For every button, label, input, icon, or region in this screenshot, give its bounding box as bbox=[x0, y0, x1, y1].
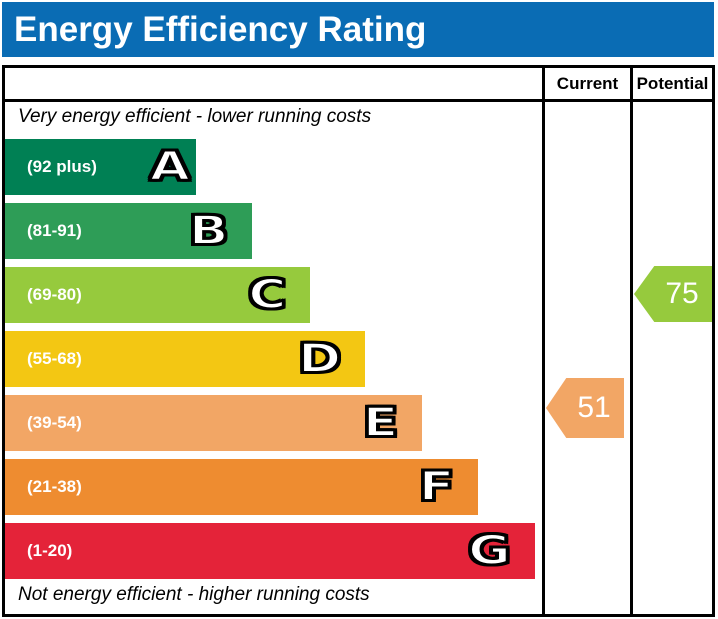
top-note: Very energy efficient - lower running co… bbox=[18, 106, 372, 127]
band-g: (1-20) G bbox=[5, 523, 535, 579]
rating-table: Current Potential Very energy efficient … bbox=[2, 65, 715, 617]
band-b-letter: B bbox=[187, 208, 229, 254]
band-d: (55-68) D bbox=[5, 331, 365, 387]
potential-rating-value: 75 bbox=[665, 277, 699, 310]
band-d-range: (55-68) bbox=[27, 349, 82, 368]
potential-rating-arrow: 75 bbox=[634, 266, 712, 322]
band-d-letter: D bbox=[297, 336, 343, 382]
current-column-divider bbox=[542, 68, 545, 614]
potential-column-divider bbox=[630, 68, 633, 614]
band-a: (92 plus) A bbox=[5, 139, 196, 195]
band-c-letter: C bbox=[247, 272, 288, 318]
band-e-letter: E bbox=[361, 400, 399, 446]
current-rating-arrow: 51 bbox=[546, 378, 624, 438]
band-b-range: (81-91) bbox=[27, 221, 82, 240]
band-f-letter: F bbox=[417, 464, 455, 510]
band-b: (81-91) B bbox=[5, 203, 252, 259]
band-g-letter: G bbox=[467, 528, 512, 574]
band-e: (39-54) E bbox=[5, 395, 422, 451]
band-f: (21-38) F bbox=[5, 459, 478, 515]
title-bar: Energy Efficiency Rating bbox=[2, 2, 714, 57]
band-c: (69-80) C bbox=[5, 267, 310, 323]
bottom-note: Not energy efficient - higher running co… bbox=[18, 584, 370, 605]
band-e-range: (39-54) bbox=[27, 413, 82, 432]
band-f-range: (21-38) bbox=[27, 477, 82, 496]
current-rating-value: 51 bbox=[577, 391, 611, 424]
current-column-header: Current bbox=[556, 73, 619, 93]
band-c-range: (69-80) bbox=[27, 285, 82, 304]
band-a-range: (92 plus) bbox=[27, 157, 97, 176]
page-title: Energy Efficiency Rating bbox=[14, 9, 427, 49]
potential-column-header: Potential bbox=[636, 73, 709, 93]
header-row-divider bbox=[5, 99, 712, 102]
band-g-range: (1-20) bbox=[27, 541, 73, 560]
band-a-letter: A bbox=[148, 144, 191, 190]
